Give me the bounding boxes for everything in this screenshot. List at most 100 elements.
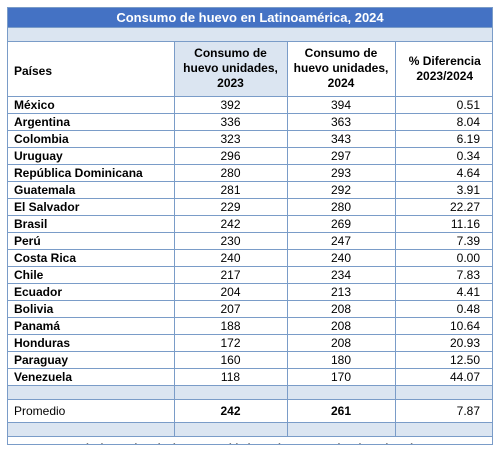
country-cell: Ecuador <box>8 282 175 301</box>
source-note: Fuentes: Asociaciones de avicultores y e… <box>8 435 492 444</box>
header-band <box>8 28 492 42</box>
value-2023-cell: 336 <box>173 112 288 131</box>
table-row: México 392 394 0.51 <box>8 96 492 114</box>
diff-cell: 6.19 <box>394 129 492 148</box>
value-2023-cell: 207 <box>173 299 288 318</box>
average-row: Promedio 242 261 7.87 <box>8 398 492 423</box>
table-row: Colombia 323 343 6.19 <box>8 129 492 148</box>
diff-cell: 22.27 <box>394 197 492 216</box>
spacer-row <box>8 385 492 400</box>
table-row: El Salvador 229 280 22.27 <box>8 197 492 216</box>
diff-cell: 4.64 <box>394 163 492 182</box>
header-2024: Consumo de huevo unidades, 2024 <box>286 42 396 97</box>
table-row: Brasil 242 269 11.16 <box>8 214 492 233</box>
table-body: México 392 394 0.51 Argentina 336 363 8.04 Colom… <box>8 96 492 386</box>
diff-cell: 0.51 <box>394 96 492 114</box>
table-title: Consumo de huevo en Latinoamérica, 2024 <box>8 8 492 28</box>
value-2023-cell: 296 <box>173 146 288 165</box>
value-2024-cell: 394 <box>286 96 396 114</box>
table-row: Perú 230 247 7.39 <box>8 231 492 250</box>
average-2023: 242 <box>173 398 288 423</box>
value-2024-cell: 234 <box>286 265 396 284</box>
value-2023-cell: 204 <box>173 282 288 301</box>
country-cell: República Dominicana <box>8 163 175 182</box>
country-cell: Honduras <box>8 333 175 352</box>
value-2024-cell: 180 <box>286 350 396 369</box>
diff-cell: 0.00 <box>394 248 492 267</box>
value-2024-cell: 240 <box>286 248 396 267</box>
country-cell: Guatemala <box>8 180 175 199</box>
value-2023-cell: 172 <box>173 333 288 352</box>
value-2023-cell: 281 <box>173 180 288 199</box>
source-row: Fuentes: Asociaciones de avicultores y e… <box>8 435 492 444</box>
diff-cell: 4.41 <box>394 282 492 301</box>
country-cell: Paraguay <box>8 350 175 369</box>
value-2024-cell: 247 <box>286 231 396 250</box>
table-row: Venezuela 118 170 44.07 <box>8 367 492 386</box>
table-row: Argentina 336 363 8.04 <box>8 112 492 131</box>
table-row: Chile 217 234 7.83 <box>8 265 492 284</box>
value-2023-cell: 280 <box>173 163 288 182</box>
table-row: Costa Rica 240 240 0.00 <box>8 248 492 267</box>
value-2023-cell: 229 <box>173 197 288 216</box>
diff-cell: 20.93 <box>394 333 492 352</box>
table-row: Paraguay 160 180 12.50 <box>8 350 492 369</box>
header-2023: Consumo de huevo unidades, 2023 <box>173 42 288 97</box>
diff-cell: 3.91 <box>394 180 492 199</box>
table-row: Guatemala 281 292 3.91 <box>8 180 492 199</box>
country-cell: Venezuela <box>8 367 175 386</box>
country-cell: Uruguay <box>8 146 175 165</box>
value-2023-cell: 392 <box>173 96 288 114</box>
diff-cell: 11.16 <box>394 214 492 233</box>
value-2024-cell: 269 <box>286 214 396 233</box>
value-2023-cell: 230 <box>173 231 288 250</box>
country-cell: Argentina <box>8 112 175 131</box>
value-2023-cell: 160 <box>173 350 288 369</box>
value-2024-cell: 208 <box>286 333 396 352</box>
table-row: Uruguay 296 297 0.34 <box>8 146 492 165</box>
header-diff: % Diferencia 2023/2024 <box>394 42 492 97</box>
country-cell: Chile <box>8 265 175 284</box>
value-2023-cell: 240 <box>173 248 288 267</box>
value-2023-cell: 118 <box>173 367 288 386</box>
country-cell: Colombia <box>8 129 175 148</box>
value-2024-cell: 213 <box>286 282 396 301</box>
value-2024-cell: 343 <box>286 129 396 148</box>
value-2023-cell: 242 <box>173 214 288 233</box>
table-row: República Dominicana 280 293 4.64 <box>8 163 492 182</box>
diff-cell: 44.07 <box>394 367 492 386</box>
value-2024-cell: 293 <box>286 163 396 182</box>
value-2023-cell: 217 <box>173 265 288 284</box>
egg-consumption-table: Países Consumo de huevo unidades, 2023 C… <box>8 42 492 444</box>
value-2023-cell: 323 <box>173 129 288 148</box>
diff-cell: 8.04 <box>394 112 492 131</box>
country-cell: Perú <box>8 231 175 250</box>
value-2024-cell: 208 <box>286 299 396 318</box>
value-2024-cell: 363 <box>286 112 396 131</box>
country-cell: Brasil <box>8 214 175 233</box>
country-cell: Bolivia <box>8 299 175 318</box>
average-2024: 261 <box>286 398 396 423</box>
table-row: Ecuador 204 213 4.41 <box>8 282 492 301</box>
value-2024-cell: 208 <box>286 316 396 335</box>
diff-cell: 0.34 <box>394 146 492 165</box>
diff-cell: 10.64 <box>394 316 492 335</box>
value-2024-cell: 170 <box>286 367 396 386</box>
country-cell: México <box>8 96 175 114</box>
country-cell: Panamá <box>8 316 175 335</box>
diff-cell: 7.83 <box>394 265 492 284</box>
table-row: Bolivia 207 208 0.48 <box>8 299 492 318</box>
value-2024-cell: 280 <box>286 197 396 216</box>
table-row: Panamá 188 208 10.64 <box>8 316 492 335</box>
country-cell: El Salvador <box>8 197 175 216</box>
diff-cell: 0.48 <box>394 299 492 318</box>
header-country: Países <box>8 42 175 97</box>
country-cell: Costa Rica <box>8 248 175 267</box>
average-diff: 7.87 <box>394 398 492 423</box>
value-2023-cell: 188 <box>173 316 288 335</box>
value-2024-cell: 297 <box>286 146 396 165</box>
diff-cell: 7.39 <box>394 231 492 250</box>
spacer-row <box>8 421 492 437</box>
table-row: Honduras 172 208 20.93 <box>8 333 492 352</box>
average-label: Promedio <box>8 398 175 423</box>
